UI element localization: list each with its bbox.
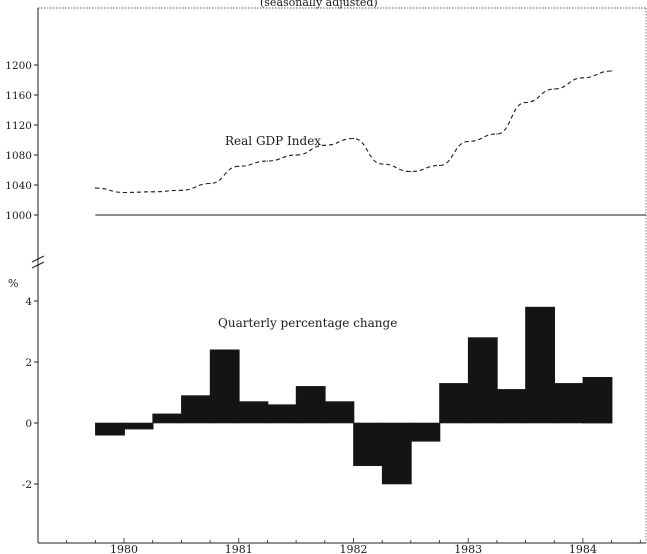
break-mark-lower bbox=[31, 261, 45, 269]
change-bar bbox=[525, 306, 556, 424]
x-tick-label: 1984 bbox=[569, 543, 597, 554]
gdp-y-tick-label: 1200 bbox=[5, 60, 32, 72]
change-bar bbox=[209, 349, 240, 424]
change-bar bbox=[353, 422, 384, 467]
change-bar bbox=[467, 337, 498, 424]
x-axis: 1980 1981 1982 1983 1984 bbox=[66, 538, 641, 554]
gdp-data-point bbox=[238, 165, 240, 167]
change-bar bbox=[324, 401, 355, 424]
gdp-y-tick-label: 1000 bbox=[5, 210, 32, 222]
percent-axis-label: % bbox=[8, 277, 18, 290]
change-bar bbox=[496, 389, 527, 424]
gdp-data-point bbox=[123, 191, 125, 194]
gdp-data-point bbox=[381, 163, 383, 165]
gdp-y-tick-label: 1080 bbox=[5, 150, 32, 162]
gdp-data-point bbox=[467, 140, 469, 143]
gdp-data-point bbox=[295, 154, 297, 156]
change-bar bbox=[123, 422, 154, 430]
chart-title: (seasonally adjusted) bbox=[260, 0, 378, 9]
gdp-data-point bbox=[496, 133, 498, 135]
x-tick-label: 1981 bbox=[225, 543, 253, 554]
change-bar bbox=[582, 376, 613, 424]
percent-y-tick-label: -2 bbox=[22, 479, 32, 491]
x-tick-label: 1982 bbox=[340, 543, 368, 554]
gdp-series-label: Real GDP Index bbox=[225, 134, 321, 148]
gdp-y-tick-label: 1040 bbox=[5, 180, 32, 192]
gdp-data-point bbox=[94, 187, 96, 189]
axis-break-icon bbox=[31, 255, 45, 269]
bar-series-label: Quarterly percentage change bbox=[218, 316, 397, 330]
percent-y-tick-label: 4 bbox=[25, 296, 32, 308]
change-bar bbox=[381, 422, 412, 485]
gdp-data-point bbox=[352, 137, 355, 140]
gdp-data-point bbox=[438, 164, 441, 167]
change-bar bbox=[553, 383, 584, 424]
change-bar bbox=[238, 401, 269, 424]
gdp-data-point bbox=[524, 101, 527, 104]
change-bar bbox=[295, 386, 326, 424]
x-tick-label: 1983 bbox=[454, 543, 482, 554]
change-bar bbox=[267, 404, 297, 424]
x-tick-label: 1980 bbox=[110, 543, 138, 554]
gdp-y-tick-label: 1160 bbox=[5, 90, 32, 102]
percent-y-axis: -2 0 2 4 bbox=[22, 296, 38, 491]
gdp-index-plot bbox=[94, 70, 646, 216]
gdp-y-tick-label: 1120 bbox=[5, 120, 32, 132]
break-mark-upper bbox=[31, 255, 45, 263]
gdp-data-point bbox=[582, 77, 584, 79]
gdp-data-point bbox=[324, 144, 326, 146]
change-bar bbox=[181, 395, 211, 424]
change-bar bbox=[152, 413, 183, 424]
gdp-data-point bbox=[209, 182, 211, 185]
percent-y-tick-label: 2 bbox=[25, 357, 32, 369]
change-bar bbox=[95, 422, 125, 436]
gdp-data-point bbox=[553, 88, 555, 90]
change-bar bbox=[410, 422, 441, 442]
gdp-data-point bbox=[152, 191, 154, 193]
gdp-y-axis: 1000 1040 1080 1120 1160 1200 bbox=[5, 60, 38, 222]
gdp-data-point bbox=[611, 70, 613, 72]
percent-y-tick-label: 0 bbox=[25, 418, 32, 430]
change-bar bbox=[439, 383, 470, 424]
plot-frame bbox=[37, 7, 647, 544]
quarterly-change-plot bbox=[95, 306, 613, 485]
gdp-data-point bbox=[410, 170, 412, 173]
gdp-data-point bbox=[180, 189, 182, 191]
gdp-data-point bbox=[266, 160, 268, 162]
